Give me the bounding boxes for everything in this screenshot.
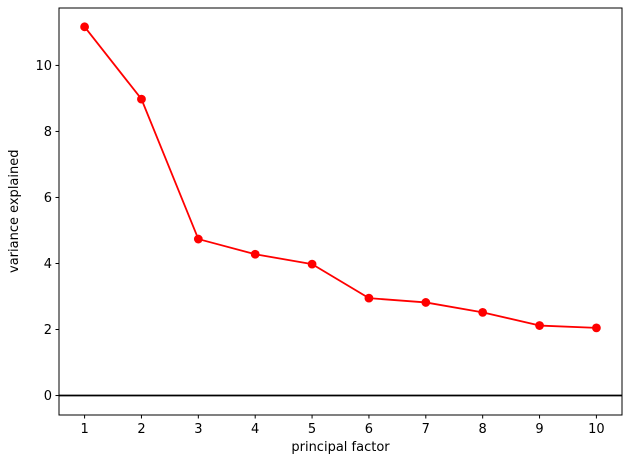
data-point xyxy=(307,259,317,269)
x-tick-label: 3 xyxy=(194,422,202,437)
x-tick-label: 7 xyxy=(422,422,430,437)
y-tick-label: 10 xyxy=(35,59,52,74)
data-point xyxy=(250,249,260,259)
x-tick-label: 5 xyxy=(308,422,316,437)
data-point xyxy=(80,22,89,32)
y-tick-label: 6 xyxy=(44,191,52,206)
y-axis-title: variance explained xyxy=(7,149,22,274)
y-tick-label: 0 xyxy=(44,389,52,404)
data-point xyxy=(364,293,374,303)
y-tick-label: 8 xyxy=(44,125,52,140)
x-tick-label: 10 xyxy=(588,422,605,437)
y-tick-label: 4 xyxy=(44,257,52,272)
x-tick-label: 2 xyxy=(137,422,145,437)
data-point xyxy=(478,307,488,317)
data-point xyxy=(137,94,146,104)
data-point xyxy=(421,298,431,307)
x-axis-title: principal factor xyxy=(291,440,390,455)
data-point xyxy=(592,323,601,333)
x-tick-label: 8 xyxy=(479,422,487,437)
series-line xyxy=(83,26,597,329)
axes-border xyxy=(58,7,623,416)
x-tick-label: 1 xyxy=(80,422,88,437)
data-point xyxy=(193,234,203,244)
x-tick-label: 9 xyxy=(535,422,543,437)
y-tick-label: 2 xyxy=(44,323,52,338)
x-tick-label: 4 xyxy=(251,422,259,437)
x-tick-label: 6 xyxy=(365,422,373,437)
data-point xyxy=(535,321,544,330)
